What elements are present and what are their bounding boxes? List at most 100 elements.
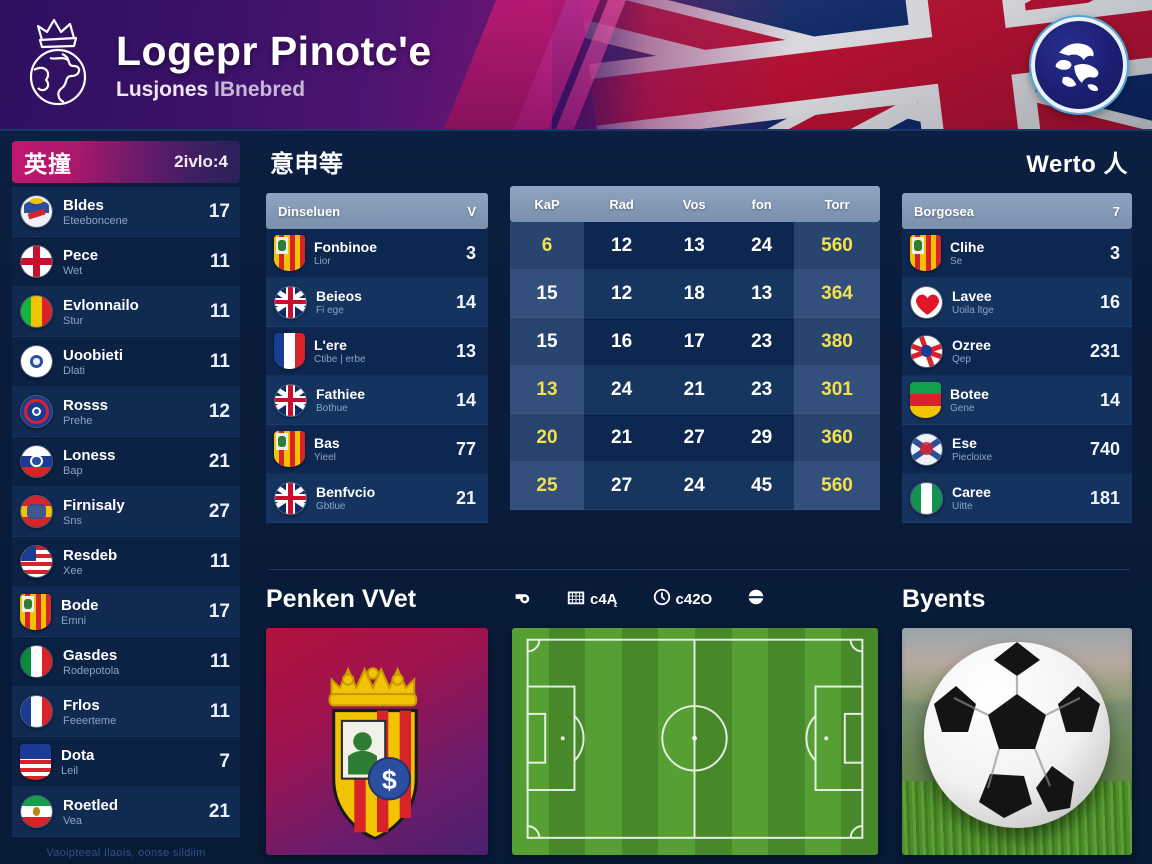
- club-crest-image[interactable]: $: [266, 628, 488, 855]
- stats-cell: 17: [659, 318, 730, 366]
- sidebar-item[interactable]: Frlos Feeerteme 11: [12, 687, 240, 737]
- right-item-value: 231: [1089, 340, 1120, 361]
- stats-cell: 23: [729, 366, 794, 414]
- table-row[interactable]: Botee Gene 14: [902, 376, 1132, 425]
- sidebar-item-text: Rosss Prehe: [63, 397, 199, 427]
- shield-france-icon: [274, 333, 305, 369]
- teams-table-header: Dinseluen V: [266, 193, 488, 229]
- sidebar-title: 英撞: [24, 151, 72, 177]
- sidebar-item-value: 11: [209, 700, 230, 722]
- bottom-right-title: Byents: [902, 584, 986, 613]
- table-row[interactable]: Ozree Qep 231: [902, 327, 1132, 376]
- sidebar-item[interactable]: Gasdes Rodepotola 11: [12, 637, 240, 687]
- table-row[interactable]: Caree Uitte 181: [902, 474, 1132, 523]
- sidebar-item-value: 17: [208, 200, 230, 222]
- stats-column-header: KaP: [510, 186, 584, 222]
- sidebar-item-sublabel: Prehe: [63, 414, 93, 427]
- table-row[interactable]: Lavee Uoila ltge 16: [902, 278, 1132, 327]
- teams-header-value: V: [467, 203, 476, 219]
- teams-panel-title: 意申等: [270, 151, 344, 178]
- stats-row[interactable]: 25 27 24 45 560: [510, 462, 880, 510]
- sidebar-item-sublabel: Wet: [63, 264, 83, 277]
- sidebar-item[interactable]: Firnisaly Sns 27: [12, 487, 240, 537]
- table-row[interactable]: Bas Yieel 77: [266, 425, 488, 474]
- sidebar-footer: Vaoipteeal Ilaois, oonse sildiim: [46, 847, 206, 859]
- table-row[interactable]: Beieos Fi ege 14: [266, 278, 488, 327]
- team-value: 77: [455, 438, 476, 459]
- sidebar-item-sublabel: Bap: [63, 464, 83, 477]
- stats-cell: 6: [510, 222, 584, 270]
- table-row[interactable]: Clihe Se 3: [902, 229, 1132, 278]
- page-subtitle: Lusjones IBnebred: [116, 78, 432, 102]
- stats-cell: 15: [510, 270, 584, 318]
- stat-chip[interactable]: c4Ą: [566, 587, 618, 612]
- shield-catalan-icon: [274, 431, 305, 467]
- sidebar-item-label: Dota: [61, 746, 95, 764]
- stats-cell: 15: [510, 318, 584, 366]
- team-text: Benfvcio Gbtlue: [316, 484, 447, 512]
- stat-chip[interactable]: [512, 587, 532, 612]
- right-item-sublabel: Qep: [952, 354, 971, 365]
- ball-card-header: Byents: [902, 582, 1132, 616]
- sidebar-item-text: Resdeb Xee: [63, 547, 200, 577]
- sidebar-item-sublabel: Vea: [63, 814, 82, 827]
- sidebar-item-value: 11: [209, 550, 230, 572]
- bottom-left-title: Penken VVet: [266, 584, 417, 613]
- team-text: Fathiee Bothue: [316, 386, 447, 414]
- table-row[interactable]: Ese Piecloixe 740: [902, 425, 1132, 474]
- sidebar-item-sublabel: Rodepotola: [63, 664, 120, 677]
- stat-chip[interactable]: [746, 587, 766, 612]
- flag-circle-scotland-icon: [910, 432, 943, 466]
- lion-globe-badge-icon[interactable]: [1031, 17, 1127, 113]
- sidebar-item-value: 11: [209, 650, 230, 672]
- sidebar-item-text: Uoobieti Dlati: [63, 347, 200, 377]
- stats-row[interactable]: 6 12 13 24 560: [510, 222, 880, 270]
- page-subtitle-main: Lusjones: [116, 77, 209, 101]
- sidebar-item[interactable]: Loness Bap 21: [12, 437, 240, 487]
- sidebar-item[interactable]: Uoobieti Dlati 11: [12, 337, 240, 387]
- sidebar-item-value: 27: [208, 500, 230, 522]
- ball-card: Byents: [902, 582, 1132, 855]
- sidebar-item[interactable]: Roetled Vea 21: [12, 787, 240, 837]
- stat-chip[interactable]: c42O: [652, 587, 712, 612]
- flag-circle-spain-icon: [20, 495, 53, 528]
- right-item-text: Caree Uitte: [952, 484, 1081, 512]
- stats-cell: 560: [794, 462, 880, 510]
- sidebar-item-label: Evlonnailo: [63, 296, 139, 314]
- stats-row[interactable]: 15 12 18 13 364: [510, 270, 880, 318]
- sidebar-item-value: 17: [208, 600, 230, 622]
- table-row[interactable]: Benfvcio Gbtlue 21: [266, 474, 488, 523]
- right-item-sublabel: Gene: [950, 403, 975, 414]
- table-row[interactable]: Fathiee Bothue 14: [266, 376, 488, 425]
- team-value: 14: [455, 389, 476, 410]
- shield-catalan-icon: [910, 235, 941, 271]
- sidebar-item-text: Bldes Eteeboncene: [63, 197, 199, 227]
- stats-row[interactable]: 20 21 27 29 360: [510, 414, 880, 462]
- flag-circle-russia-icon: [20, 445, 53, 478]
- sidebar-item[interactable]: Pece Wet 11: [12, 237, 240, 287]
- right-item-value: 14: [1099, 389, 1120, 410]
- sidebar-item-label: Gasdes: [63, 646, 118, 664]
- football-pitch-image[interactable]: [512, 628, 878, 855]
- pitch-card-header: c4Ą c42O: [512, 582, 878, 616]
- stats-row[interactable]: 15 16 17 23 380: [510, 318, 880, 366]
- sidebar-item[interactable]: Dota Leil 7: [12, 737, 240, 787]
- sidebar-item-sublabel: Eteeboncene: [63, 214, 128, 227]
- flag-circle-england-icon: [20, 245, 53, 278]
- flag-circle-mali-icon: [20, 295, 53, 328]
- sidebar-item[interactable]: Evlonnailo Stur 11: [12, 287, 240, 337]
- sidebar-item[interactable]: Bode Emni 17: [12, 587, 240, 637]
- stats-row[interactable]: 13 24 21 23 301: [510, 366, 880, 414]
- crown-globe-emblem-icon: [22, 14, 100, 112]
- shield-germany-icon: [910, 382, 941, 418]
- soccer-ball-image[interactable]: [902, 628, 1132, 855]
- table-row[interactable]: Fonbinoe Lior 3: [266, 229, 488, 278]
- sidebar-item[interactable]: Resdeb Xee 11: [12, 537, 240, 587]
- right-header-value: 7: [1112, 203, 1120, 219]
- table-row[interactable]: L'ere Ctibe | erbe 13: [266, 327, 488, 376]
- sidebar-item[interactable]: Bldes Eteeboncene 17: [12, 187, 240, 237]
- ball-sphere: [924, 641, 1110, 828]
- sidebar-item[interactable]: Rosss Prehe 12: [12, 387, 240, 437]
- team-value: 3: [465, 242, 476, 263]
- sidebar-list: Bldes Eteeboncene 17 Pece Wet 11 Evlonnailo Stu…: [12, 187, 240, 837]
